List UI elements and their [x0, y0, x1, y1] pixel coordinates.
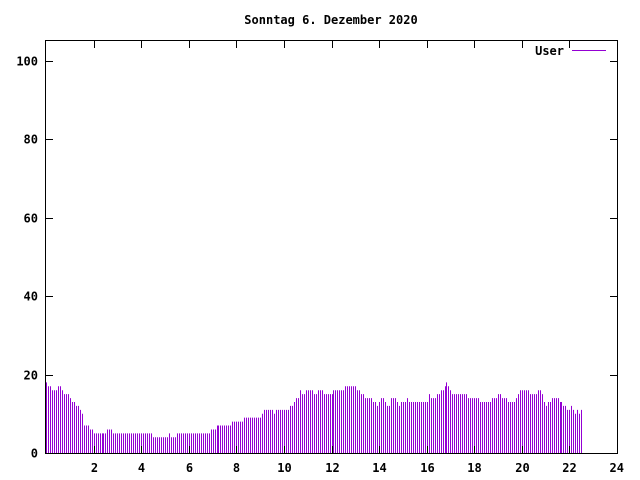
x-tick-label: 10: [277, 461, 291, 475]
chart-title: Sonntag 6. Dezember 2020: [244, 13, 417, 27]
x-tick-label: 20: [515, 461, 529, 475]
y-tick-label: 60: [24, 212, 38, 226]
x-tick-label: 8: [233, 461, 240, 475]
legend: User: [535, 44, 606, 58]
bars: [46, 382, 582, 453]
y-tick-label: 80: [24, 133, 38, 147]
y-tick-label: 0: [31, 447, 38, 461]
plot-frame: [45, 40, 618, 454]
y-axis: 0 20 40 60 80 100: [16, 55, 617, 461]
x-tick-label: 2: [91, 461, 98, 475]
x-tick-label: 18: [467, 461, 481, 475]
x-tick-label: 16: [420, 461, 434, 475]
x-tick-label: 24: [610, 461, 624, 475]
y-tick-label: 40: [24, 290, 38, 304]
y-tick-label: 100: [16, 55, 38, 69]
x-tick-label: 14: [372, 461, 386, 475]
x-tick-label: 22: [562, 461, 576, 475]
x-tick-label: 12: [325, 461, 339, 475]
x-axis: 2 4 6 8 10 12 14 16 18 20 22 24: [91, 41, 624, 475]
y-tick-label: 20: [24, 369, 38, 383]
legend-label-user: User: [535, 44, 564, 58]
x-tick-label: 4: [138, 461, 145, 475]
x-tick-label: 6: [186, 461, 193, 475]
